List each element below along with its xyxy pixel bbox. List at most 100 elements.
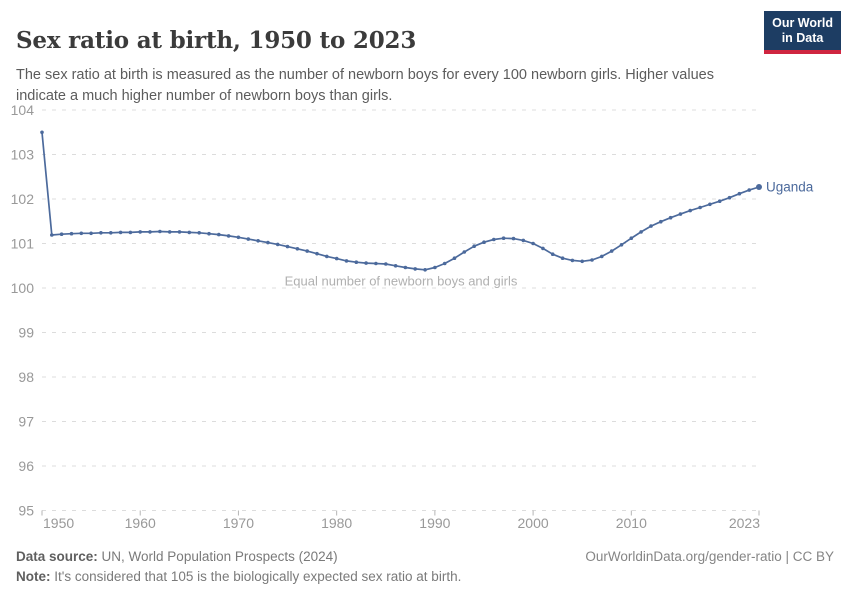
data-point[interactable] xyxy=(619,243,624,247)
data-point[interactable] xyxy=(187,230,192,235)
data-point[interactable] xyxy=(737,191,742,196)
note-label: Note: xyxy=(16,569,51,584)
data-point[interactable] xyxy=(344,259,349,263)
data-point[interactable] xyxy=(207,231,211,236)
data-point[interactable] xyxy=(217,232,221,237)
data-point[interactable] xyxy=(325,254,329,259)
data-point[interactable] xyxy=(79,231,84,236)
chart-canvas[interactable]: 95 96 97 98 99 100 101 102 103 104 1950 1960 1970 198… xyxy=(0,0,850,540)
data-point[interactable] xyxy=(226,234,231,238)
data-point[interactable] xyxy=(433,265,437,270)
entity-label[interactable]: Uganda xyxy=(766,179,814,194)
x-tick-label: 2023 xyxy=(729,515,760,531)
data-point[interactable] xyxy=(541,246,545,251)
data-point[interactable] xyxy=(403,265,408,270)
owid-logo-line1: Our World xyxy=(772,16,833,30)
data-point[interactable] xyxy=(452,256,457,261)
data-point[interactable] xyxy=(580,259,584,264)
data-point[interactable] xyxy=(442,261,447,266)
data-point[interactable] xyxy=(118,230,123,235)
data-point[interactable] xyxy=(236,235,241,240)
data-point[interactable] xyxy=(413,267,418,271)
equality-annotation: Equal number of newborn boys and girls xyxy=(285,274,518,289)
owid-logo-line2: in Data xyxy=(781,31,824,45)
note-text: It's considered that 105 is the biologic… xyxy=(54,569,462,584)
data-point[interactable] xyxy=(668,215,673,220)
data-point[interactable] xyxy=(492,237,496,242)
data-point[interactable] xyxy=(59,232,64,236)
data-point[interactable] xyxy=(305,249,310,253)
data-point[interactable] xyxy=(266,240,270,245)
data-point[interactable] xyxy=(393,264,398,268)
data-point[interactable] xyxy=(69,231,74,236)
data-point[interactable] xyxy=(256,239,260,243)
note-line: Note: It's considered that 105 is the bi… xyxy=(16,567,834,587)
data-point[interactable] xyxy=(560,256,565,261)
chart-footer: Data source: UN, World Population Prospe… xyxy=(16,547,834,587)
data-point[interactable] xyxy=(109,231,113,235)
data-point[interactable] xyxy=(423,268,427,272)
attribution-link[interactable]: OurWorldinData.org/gender-ratio | CC BY xyxy=(585,549,834,564)
data-source-line: Data source: UN, World Population Prospe… xyxy=(16,547,338,567)
data-point[interactable] xyxy=(89,231,93,236)
data-point[interactable] xyxy=(570,258,575,263)
data-point[interactable] xyxy=(354,260,359,265)
data-point[interactable] xyxy=(472,244,477,248)
data-point[interactable] xyxy=(158,229,162,234)
data-point[interactable] xyxy=(40,130,44,135)
data-point[interactable] xyxy=(717,199,722,203)
data-point[interactable] xyxy=(688,208,692,213)
data-point[interactable] xyxy=(197,231,201,235)
data-point[interactable] xyxy=(138,230,142,234)
y-tick-label: 100 xyxy=(11,280,35,296)
y-tick-label: 101 xyxy=(11,236,35,252)
data-point[interactable] xyxy=(384,262,388,266)
end-point[interactable] xyxy=(756,183,762,190)
data-point[interactable] xyxy=(148,230,152,234)
data-point[interactable] xyxy=(50,233,54,237)
data-point[interactable] xyxy=(285,244,290,249)
data-point[interactable] xyxy=(659,219,663,224)
data-point[interactable] xyxy=(649,224,653,228)
y-tick-label: 97 xyxy=(18,414,34,430)
data-point[interactable] xyxy=(128,230,133,235)
data-point[interactable] xyxy=(275,242,280,247)
data-point[interactable] xyxy=(167,230,172,234)
y-tick-label: 98 xyxy=(18,369,34,385)
data-point[interactable] xyxy=(531,241,535,246)
data-point[interactable] xyxy=(364,261,368,265)
data-point[interactable] xyxy=(295,247,300,251)
data-point[interactable] xyxy=(482,240,486,244)
data-point[interactable] xyxy=(462,250,467,254)
x-tick-label: 1960 xyxy=(125,515,156,531)
data-point[interactable] xyxy=(678,212,683,216)
data-point[interactable] xyxy=(511,236,516,241)
page-subtitle: The sex ratio at birth is measured as th… xyxy=(16,66,714,104)
data-point[interactable] xyxy=(374,261,378,266)
data-point[interactable] xyxy=(315,251,319,256)
data-point[interactable] xyxy=(550,252,555,256)
page-title: Sex ratio at birth, 1950 to 2023 xyxy=(16,27,417,55)
data-point[interactable] xyxy=(639,230,643,234)
data-point[interactable] xyxy=(177,230,182,234)
x-tick-label: 2000 xyxy=(518,515,549,531)
data-point[interactable] xyxy=(747,188,751,192)
data-point[interactable] xyxy=(501,236,506,240)
data-point[interactable] xyxy=(727,195,732,200)
data-point[interactable] xyxy=(698,205,702,210)
data-point[interactable] xyxy=(521,238,526,243)
data-point[interactable] xyxy=(629,236,634,240)
y-tick-label: 103 xyxy=(11,147,35,163)
y-tick-label: 95 xyxy=(18,503,34,519)
data-point[interactable] xyxy=(246,237,251,241)
data-point[interactable] xyxy=(708,202,712,207)
data-point[interactable] xyxy=(609,249,614,253)
data-point[interactable] xyxy=(334,256,339,261)
data-point[interactable] xyxy=(600,254,604,259)
series-line[interactable] xyxy=(41,131,760,271)
owid-logo: Our World in Data xyxy=(764,11,841,54)
data-point[interactable] xyxy=(99,231,103,235)
data-point[interactable] xyxy=(590,258,594,262)
x-tick-label: 1950 xyxy=(43,515,74,531)
